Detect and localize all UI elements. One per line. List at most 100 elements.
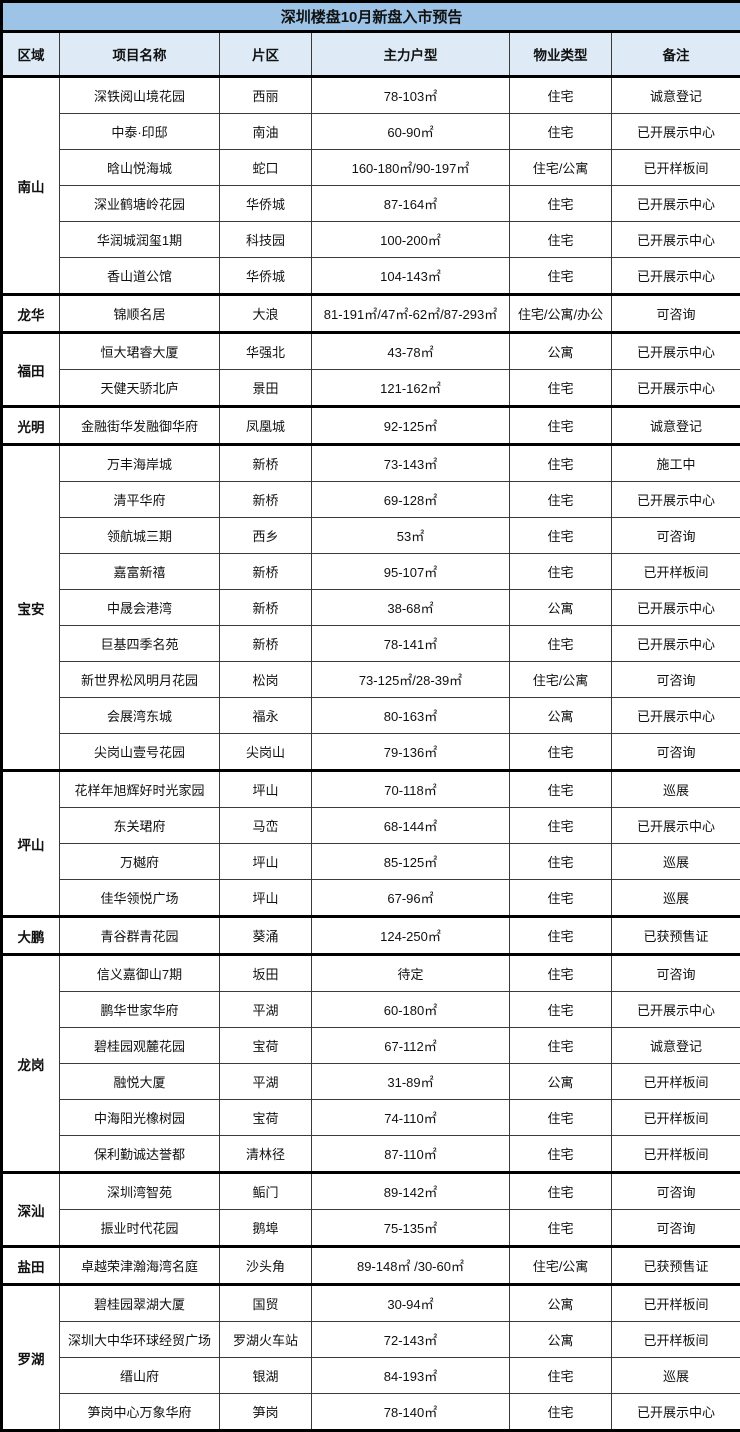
remark-cell: 施工中 <box>612 445 740 482</box>
project-name-cell: 中泰·印邸 <box>60 114 220 150</box>
project-name-cell: 鹏华世家华府 <box>60 992 220 1028</box>
district-cell: 新桥 <box>220 590 312 626</box>
project-name-cell: 嘉富新禧 <box>60 554 220 590</box>
col-header-property-type: 物业类型 <box>510 32 612 77</box>
property-type-cell: 住宅 <box>510 554 612 590</box>
remark-cell: 巡展 <box>612 880 740 917</box>
district-cell: 清林径 <box>220 1136 312 1173</box>
project-name-cell: 领航城三期 <box>60 518 220 554</box>
project-name-cell: 深圳湾智苑 <box>60 1173 220 1210</box>
unit-type-cell: 78-141㎡ <box>312 626 510 662</box>
remark-cell: 可咨询 <box>612 662 740 698</box>
project-name-cell: 笋岗中心万象华府 <box>60 1394 220 1431</box>
remark-cell: 已开样板间 <box>612 1285 740 1322</box>
district-cell: 大浪 <box>220 295 312 333</box>
remark-cell: 已获预售证 <box>612 1247 740 1285</box>
property-type-cell: 住宅 <box>510 186 612 222</box>
district-cell: 沙头角 <box>220 1247 312 1285</box>
project-name-cell: 金融街华发融御华府 <box>60 407 220 445</box>
project-name-cell: 深圳大中华环球经贸广场 <box>60 1322 220 1358</box>
region-cell: 大鹏 <box>2 917 60 955</box>
unit-type-cell: 104-143㎡ <box>312 258 510 295</box>
remark-cell: 诚意登记 <box>612 407 740 445</box>
project-name-cell: 卓越荣津瀚海湾名庭 <box>60 1247 220 1285</box>
col-header-district: 片区 <box>220 32 312 77</box>
region-cell: 龙岗 <box>2 955 60 1173</box>
property-type-cell: 住宅 <box>510 955 612 992</box>
region-cell: 罗湖 <box>2 1285 60 1431</box>
property-type-cell: 住宅 <box>510 222 612 258</box>
district-cell: 银湖 <box>220 1358 312 1394</box>
region-cell: 光明 <box>2 407 60 445</box>
district-cell: 西乡 <box>220 518 312 554</box>
unit-type-cell: 待定 <box>312 955 510 992</box>
property-type-cell: 住宅 <box>510 518 612 554</box>
property-type-cell: 住宅 <box>510 1173 612 1210</box>
property-type-cell: 公寓 <box>510 1322 612 1358</box>
project-name-cell: 天健天骄北庐 <box>60 370 220 407</box>
unit-type-cell: 68-144㎡ <box>312 808 510 844</box>
property-type-cell: 住宅 <box>510 1358 612 1394</box>
unit-type-cell: 87-164㎡ <box>312 186 510 222</box>
property-type-cell: 住宅 <box>510 1136 612 1173</box>
remark-cell: 已开展示中心 <box>612 333 740 370</box>
page-title: 深圳楼盘10月新盘入市预告 <box>2 2 740 32</box>
unit-type-cell: 78-103㎡ <box>312 77 510 114</box>
district-cell: 平湖 <box>220 992 312 1028</box>
property-type-cell: 住宅 <box>510 1100 612 1136</box>
property-type-cell: 住宅 <box>510 808 612 844</box>
property-type-cell: 住宅 <box>510 626 612 662</box>
district-cell: 景田 <box>220 370 312 407</box>
project-name-cell: 中海阳光橡树园 <box>60 1100 220 1136</box>
district-cell: 新桥 <box>220 554 312 590</box>
remark-cell: 已开展示中心 <box>612 590 740 626</box>
unit-type-cell: 95-107㎡ <box>312 554 510 590</box>
property-type-cell: 住宅 <box>510 992 612 1028</box>
district-cell: 坪山 <box>220 880 312 917</box>
unit-type-cell: 89-142㎡ <box>312 1173 510 1210</box>
remark-cell: 已开展示中心 <box>612 992 740 1028</box>
unit-type-cell: 73-143㎡ <box>312 445 510 482</box>
project-name-cell: 东关珺府 <box>60 808 220 844</box>
project-name-cell: 新世界松风明月花园 <box>60 662 220 698</box>
project-name-cell: 融悦大厦 <box>60 1064 220 1100</box>
unit-type-cell: 89-148㎡ /30-60㎡ <box>312 1247 510 1285</box>
unit-type-cell: 70-118㎡ <box>312 771 510 808</box>
unit-type-cell: 84-193㎡ <box>312 1358 510 1394</box>
region-cell: 深汕 <box>2 1173 60 1247</box>
district-cell: 科技园 <box>220 222 312 258</box>
region-cell: 宝安 <box>2 445 60 771</box>
project-name-cell: 会展湾东城 <box>60 698 220 734</box>
district-cell: 华侨城 <box>220 258 312 295</box>
project-name-cell: 佳华领悦广场 <box>60 880 220 917</box>
district-cell: 松岗 <box>220 662 312 698</box>
unit-type-cell: 160-180㎡/90-197㎡ <box>312 150 510 186</box>
district-cell: 西丽 <box>220 77 312 114</box>
project-name-cell: 巨基四季名苑 <box>60 626 220 662</box>
unit-type-cell: 100-200㎡ <box>312 222 510 258</box>
property-type-cell: 住宅 <box>510 77 612 114</box>
remark-cell: 可咨询 <box>612 1210 740 1247</box>
district-cell: 笋岗 <box>220 1394 312 1431</box>
district-cell: 马峦 <box>220 808 312 844</box>
unit-type-cell: 78-140㎡ <box>312 1394 510 1431</box>
district-cell: 鲘门 <box>220 1173 312 1210</box>
remark-cell: 已开样板间 <box>612 1064 740 1100</box>
district-cell: 新桥 <box>220 626 312 662</box>
project-name-cell: 花样年旭辉好时光家园 <box>60 771 220 808</box>
remark-cell: 已开展示中心 <box>612 626 740 662</box>
